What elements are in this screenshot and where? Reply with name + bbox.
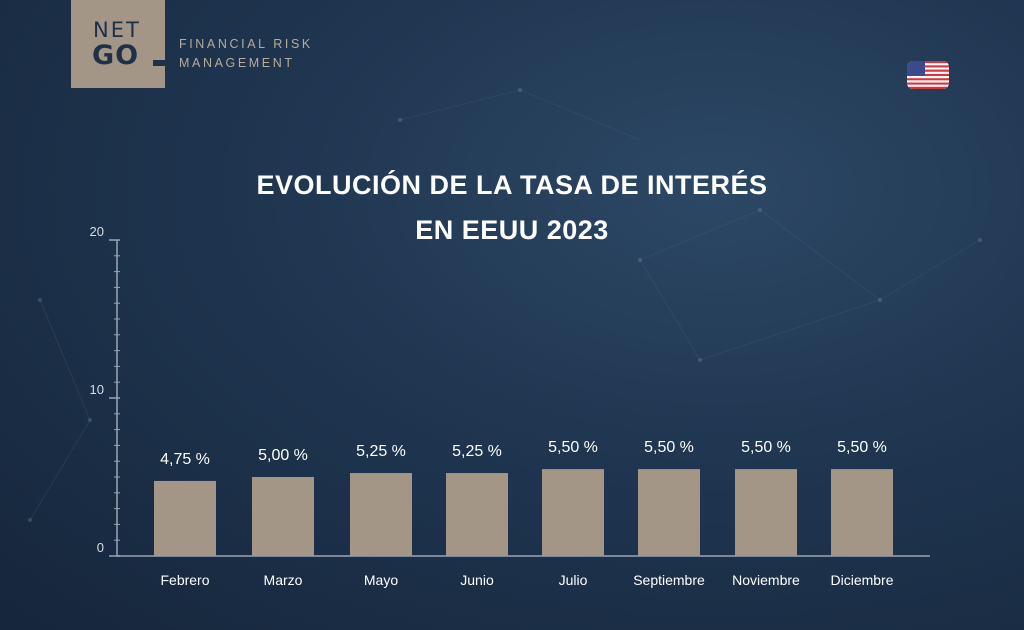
tagline-line-2: MANAGEMENT — [179, 56, 295, 70]
x-tick-label: Julio — [559, 572, 588, 588]
bar-septiembre — [638, 469, 700, 556]
data-label: 5,50 % — [548, 439, 598, 456]
bar-marzo — [252, 477, 314, 556]
data-label: 5,50 % — [741, 439, 791, 456]
chart-title-line-2: EN EEUU 2023 — [415, 215, 609, 245]
us-flag-icon — [907, 61, 949, 89]
bar-diciembre — [831, 469, 893, 556]
logo-dot — [153, 60, 165, 66]
x-tick-label: Noviembre — [732, 572, 800, 588]
x-tick-label: Junio — [460, 572, 494, 588]
y-tick-label: 20 — [90, 224, 104, 239]
data-label: 5,00 % — [258, 447, 308, 464]
logo-text-go: GO — [92, 40, 140, 71]
chart-title-line-1: EVOLUCIÓN DE LA TASA DE INTERÉS — [256, 170, 768, 200]
bar-noviembre — [735, 469, 797, 556]
data-label: 5,50 % — [644, 439, 694, 456]
bar-julio — [542, 469, 604, 556]
data-label: 5,50 % — [837, 439, 887, 456]
x-tick-label: Marzo — [264, 572, 303, 588]
x-tick-label: Diciembre — [830, 572, 893, 588]
x-tick-label: Septiembre — [633, 572, 705, 588]
logo: NET GO — [71, 0, 165, 88]
data-label: 5,25 % — [452, 443, 502, 460]
x-tick-label: Febrero — [160, 572, 209, 588]
y-tick-label: 0 — [97, 540, 104, 555]
brand-tagline: FINANCIAL RISK MANAGEMENT — [179, 35, 313, 73]
data-label: 4,75 % — [160, 451, 210, 468]
bar-febrero — [154, 480, 216, 556]
logo-text-net: NET — [93, 18, 141, 42]
data-label: 5,25 % — [356, 443, 406, 460]
y-tick-label: 10 — [90, 382, 104, 397]
bar-junio — [446, 473, 508, 556]
tagline-line-1: FINANCIAL RISK — [179, 37, 313, 51]
bar-mayo — [350, 473, 412, 556]
x-tick-label: Mayo — [364, 572, 398, 588]
